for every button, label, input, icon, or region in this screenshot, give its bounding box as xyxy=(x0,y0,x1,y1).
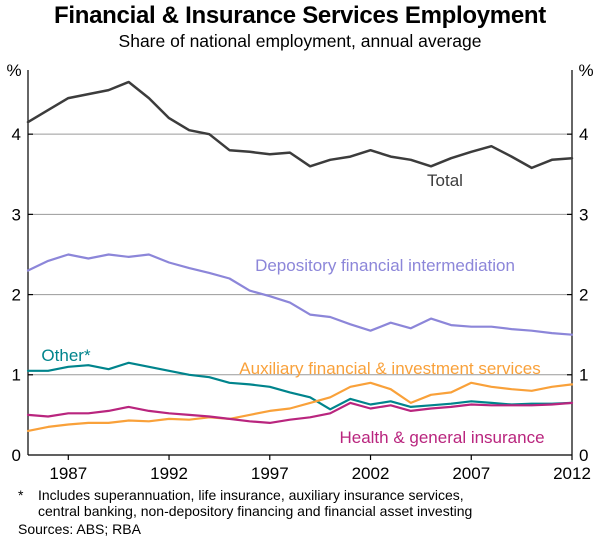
series-label-auxiliary-financial-investment-services: Auxiliary financial & investment service… xyxy=(239,359,541,378)
series-label-depository-financial-intermediation: Depository financial intermediation xyxy=(255,256,515,275)
chart-subtitle: Share of national employment, annual ave… xyxy=(118,31,482,51)
series-label-health-general-insurance: Health & general insurance xyxy=(339,428,545,447)
svg-text:2002: 2002 xyxy=(352,464,390,483)
svg-text:2007: 2007 xyxy=(452,464,490,483)
chart-title: Financial & Insurance Services Employmen… xyxy=(54,2,546,29)
svg-text:2: 2 xyxy=(12,286,21,305)
svg-text:3: 3 xyxy=(579,205,588,224)
svg-text:4: 4 xyxy=(12,125,21,144)
svg-text:1997: 1997 xyxy=(251,464,289,483)
svg-text:%: % xyxy=(6,61,21,80)
series-label-other: Other* xyxy=(41,346,91,365)
svg-text:0: 0 xyxy=(579,446,588,465)
svg-text:0: 0 xyxy=(12,446,21,465)
footnote-marker: * xyxy=(18,487,24,503)
svg-text:1992: 1992 xyxy=(150,464,188,483)
svg-text:2: 2 xyxy=(579,286,588,305)
svg-text:%: % xyxy=(578,61,593,80)
series-label-total: Total xyxy=(427,171,463,190)
svg-text:2012: 2012 xyxy=(553,464,591,483)
footnote: * Includes superannuation, life insuranc… xyxy=(18,487,584,519)
svg-text:1: 1 xyxy=(579,366,588,385)
sources-line: Sources: ABS; RBA xyxy=(18,521,141,537)
svg-text:4: 4 xyxy=(579,125,588,144)
footnote-text: Includes superannuation, life insurance,… xyxy=(38,487,473,519)
line-chart: 0 0 1 1 2 2 3 3 4 4% % 1987 1992 1997 2002 2007 2012 xyxy=(6,61,593,483)
svg-text:3: 3 xyxy=(12,205,21,224)
svg-text:1987: 1987 xyxy=(49,464,87,483)
svg-text:1: 1 xyxy=(12,366,21,385)
chart-area: 0 0 1 1 2 2 3 3 4 4%% 1987 1992 1997 2002 2007 2012 Tot… xyxy=(0,55,600,487)
